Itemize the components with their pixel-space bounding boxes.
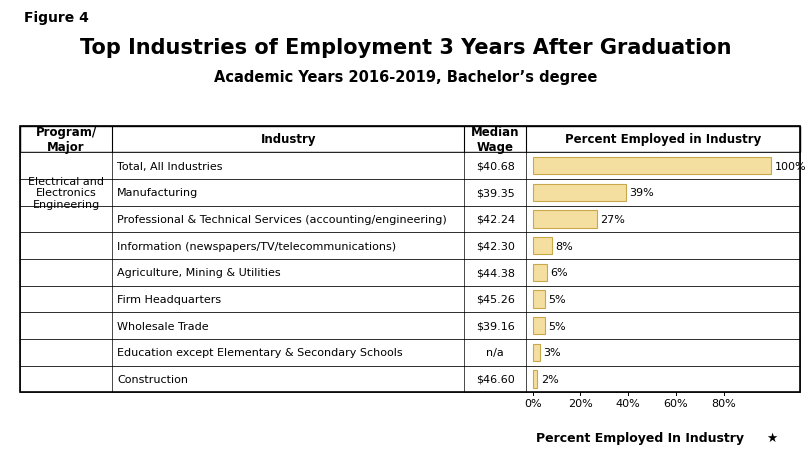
Text: $44.38: $44.38 [475, 267, 514, 278]
Bar [20, 206, 799, 233]
Bar [532, 370, 537, 388]
Bar [20, 126, 799, 153]
Bar [20, 286, 799, 313]
Text: n/a: n/a [486, 347, 504, 358]
Text: $39.35: $39.35 [475, 188, 514, 198]
Text: $42.30: $42.30 [475, 241, 514, 251]
Text: $46.60: $46.60 [475, 374, 514, 384]
Bar [532, 264, 547, 281]
Text: 2%: 2% [540, 374, 558, 384]
Text: Firm Headquarters: Firm Headquarters [117, 294, 221, 304]
Bar [20, 313, 799, 339]
Text: Electrical and
Electronics
Engineering: Electrical and Electronics Engineering [28, 176, 104, 209]
Bar [20, 233, 799, 259]
Bar [532, 317, 544, 335]
Text: 5%: 5% [547, 321, 564, 331]
Text: $39.16: $39.16 [475, 321, 514, 331]
Text: Information (newspapers/TV/telecommunications): Information (newspapers/TV/telecommunica… [117, 241, 396, 251]
Text: 3%: 3% [543, 347, 560, 358]
Text: 40%: 40% [615, 398, 640, 408]
Bar [532, 184, 625, 202]
Text: Manufacturing: Manufacturing [117, 188, 198, 198]
Bar [532, 344, 539, 361]
Bar [532, 237, 551, 255]
Text: 80%: 80% [710, 398, 735, 408]
Text: Construction: Construction [117, 374, 187, 384]
Text: $42.24: $42.24 [475, 214, 514, 225]
Text: 100%: 100% [774, 161, 805, 171]
Text: Percent Employed In Industry: Percent Employed In Industry [535, 431, 743, 444]
Text: Industry: Industry [260, 133, 315, 146]
Text: Wholesale Trade: Wholesale Trade [117, 321, 208, 331]
Text: Figure 4: Figure 4 [24, 11, 89, 25]
Text: Agriculture, Mining & Utilities: Agriculture, Mining & Utilities [117, 267, 281, 278]
Text: Percent Employed in Industry: Percent Employed in Industry [564, 133, 760, 146]
Bar [20, 179, 799, 206]
Bar [20, 339, 799, 366]
Text: Professional & Technical Services (accounting/engineering): Professional & Technical Services (accou… [117, 214, 446, 225]
Text: $45.26: $45.26 [475, 294, 514, 304]
Text: 0%: 0% [523, 398, 541, 408]
Text: ★: ★ [765, 431, 776, 444]
Text: Total, All Industries: Total, All Industries [117, 161, 222, 171]
Text: 39%: 39% [629, 188, 653, 198]
Text: 20%: 20% [568, 398, 592, 408]
Bar [532, 211, 596, 228]
Text: Academic Years 2016-2019, Bachelor’s degree: Academic Years 2016-2019, Bachelor’s deg… [214, 70, 597, 85]
Text: Top Industries of Employment 3 Years After Graduation: Top Industries of Employment 3 Years Aft… [80, 38, 731, 58]
Text: 6%: 6% [550, 267, 567, 278]
Bar [20, 259, 799, 286]
Text: Program/
Major: Program/ Major [36, 126, 97, 153]
Bar [20, 366, 799, 392]
Bar [20, 153, 799, 179]
Text: Education except Elementary & Secondary Schools: Education except Elementary & Secondary … [117, 347, 402, 358]
Text: 27%: 27% [599, 214, 624, 225]
Bar [532, 157, 770, 175]
Bar [532, 290, 544, 308]
Text: 5%: 5% [547, 294, 564, 304]
Text: 60%: 60% [663, 398, 688, 408]
Bar [20, 126, 799, 392]
Text: $40.68: $40.68 [475, 161, 514, 171]
Text: Median
Wage: Median Wage [470, 126, 519, 153]
Text: 8%: 8% [555, 241, 572, 251]
